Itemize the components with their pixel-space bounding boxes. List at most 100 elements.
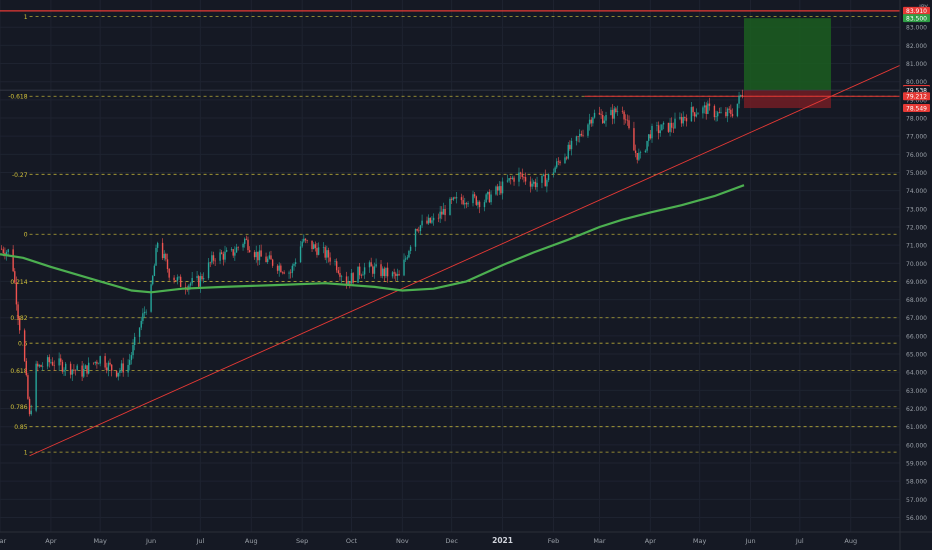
price-badge <box>903 6 930 15</box>
price-tick-label: 76.000 <box>906 152 927 159</box>
candle-body <box>214 260 216 262</box>
candle-body <box>350 273 353 284</box>
candle-body <box>349 281 351 284</box>
candle-body <box>529 181 532 187</box>
candle-body <box>64 363 67 370</box>
time-tick-label: Apr <box>45 537 57 545</box>
fib-level-label: -0.27 <box>12 172 28 179</box>
candle-body <box>175 280 177 281</box>
candle-body <box>373 266 376 274</box>
candle-body <box>74 370 77 371</box>
candle-body <box>83 368 85 377</box>
candle-body <box>339 273 341 277</box>
candle-body <box>524 177 527 182</box>
candle-body <box>518 172 520 182</box>
candle-body <box>317 247 320 255</box>
time-tick-label: May <box>93 537 107 545</box>
candle-body <box>603 120 606 124</box>
candle-body <box>546 180 548 187</box>
candle-body <box>278 265 280 271</box>
target-zone <box>743 18 832 91</box>
candle-body <box>386 267 389 277</box>
candle-body <box>28 398 31 415</box>
time-tick-label: Mar <box>0 537 6 545</box>
candle-body <box>221 252 223 254</box>
price-tick-label: 61.000 <box>906 424 927 431</box>
candle-body <box>163 253 165 259</box>
candle-body <box>347 281 349 285</box>
candle-body <box>165 253 167 260</box>
candle-body <box>60 358 62 362</box>
candle-body <box>312 244 315 250</box>
candle-body <box>199 276 202 287</box>
price-tick-label: 56.000 <box>906 515 927 522</box>
candle-body <box>662 122 665 125</box>
trendlines[interactable] <box>0 10 901 457</box>
candle-body <box>362 274 364 276</box>
candle-body <box>651 125 653 139</box>
candle-body <box>692 107 694 113</box>
candle-body <box>94 361 96 364</box>
candle-body <box>703 105 706 108</box>
candle-body <box>725 112 727 117</box>
candle-body <box>375 264 377 267</box>
candle-body <box>99 356 101 364</box>
candle-body <box>533 181 535 184</box>
candle-body <box>334 261 336 262</box>
candle-body <box>429 217 431 223</box>
candle-body <box>291 265 294 273</box>
candle-body <box>58 358 60 366</box>
candle-body <box>600 114 602 116</box>
candle-body <box>671 122 673 128</box>
candle-body <box>370 262 372 267</box>
candle-body <box>396 274 399 276</box>
candle-body <box>51 361 54 366</box>
time-tick-label: Jun <box>145 537 156 545</box>
candle-body <box>270 255 272 260</box>
candle-body <box>173 277 175 281</box>
fib-level-label: 1 <box>24 450 28 457</box>
price-badge <box>903 14 930 23</box>
candle-body <box>661 124 663 131</box>
price-tick-label: 60.000 <box>906 442 927 449</box>
price-badge-label: 83.910 <box>906 8 927 15</box>
candle-body <box>196 276 198 278</box>
position-zones[interactable] <box>743 18 832 109</box>
candle-body <box>720 112 722 113</box>
price-tick-label: 59.000 <box>906 461 927 468</box>
price-tick-label: 79.000 <box>906 97 927 104</box>
time-tick-label: Jul <box>795 537 804 545</box>
time-tick-label: Jun <box>744 537 755 545</box>
candle-body <box>598 112 601 115</box>
candle-body <box>636 153 638 160</box>
candle-body <box>311 240 313 250</box>
candle-body <box>207 262 210 279</box>
fib-retracement[interactable]: 1 -0.618 -0.27 0 0.214 0.382 0.5 0.618 0.786 0.85… <box>8 14 900 457</box>
candle-body <box>316 247 318 255</box>
candle-body <box>426 220 428 224</box>
candle-body <box>268 255 271 259</box>
time-axis[interactable]: Mar Apr May Jun Jul Aug Sep Oct Nov Dec 2021 Feb Mar… <box>0 531 932 545</box>
candle-body <box>385 267 387 277</box>
candle-body <box>739 95 742 96</box>
candle-body <box>271 259 274 266</box>
candle-body <box>634 150 637 154</box>
candle-body <box>201 276 203 280</box>
candle-body <box>326 250 328 258</box>
candle-body <box>283 272 285 274</box>
candle-body <box>464 203 466 205</box>
candle-body <box>726 108 729 117</box>
candle-body <box>132 344 134 356</box>
price-tick-label: 78.000 <box>906 116 927 123</box>
candle-body <box>133 336 136 345</box>
candle-body <box>575 136 578 141</box>
candle-body <box>500 186 502 194</box>
candle-body <box>587 124 589 136</box>
candles <box>0 89 744 417</box>
price-axis[interactable]: JPY 56.00057.00058.00059.00060.00061.000… <box>899 0 928 550</box>
candle-body <box>327 250 330 258</box>
candle-body <box>736 103 739 117</box>
candle-body <box>7 249 9 252</box>
candle-body <box>109 362 111 365</box>
